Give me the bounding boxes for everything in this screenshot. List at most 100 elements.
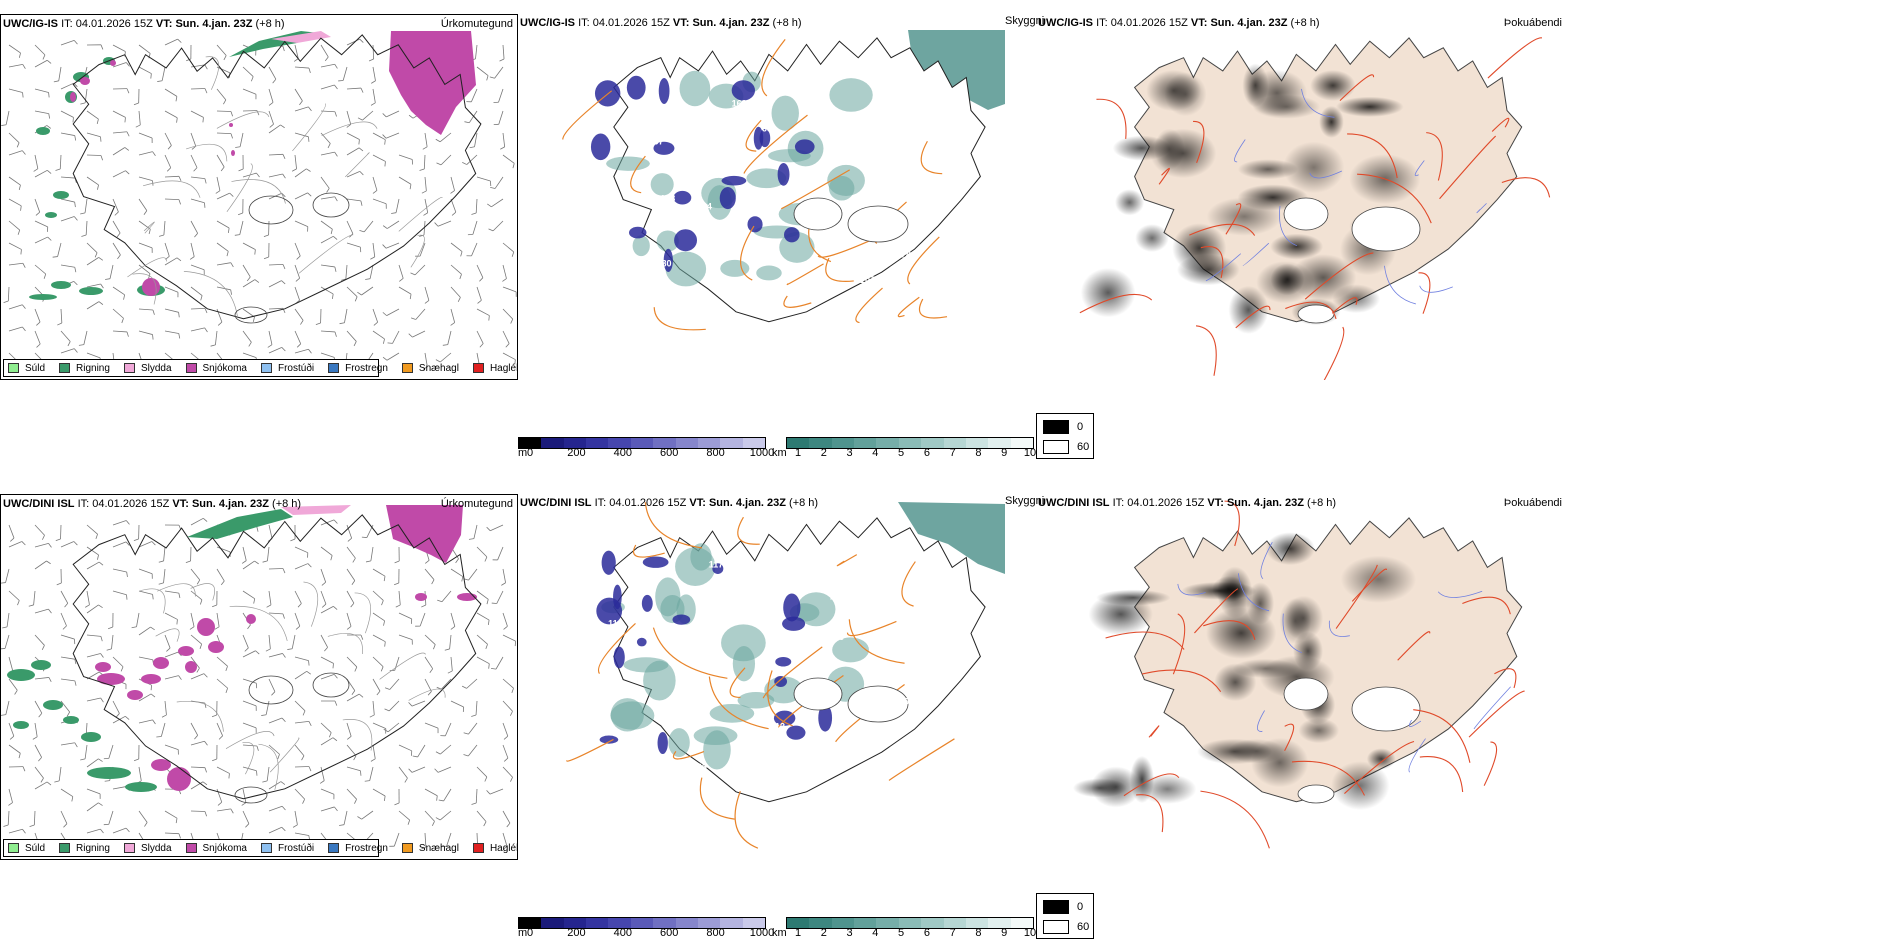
cover-swatch-60 xyxy=(1043,440,1069,454)
panel-parameter-name: Skyggni xyxy=(1005,15,1045,27)
panel-title: UWC/IG-IS IT: 04.01.2026 15Z VT: Sun. 4.… xyxy=(1038,17,1320,29)
colorbar-tick: 9 xyxy=(1001,927,1008,939)
precip-legend-label: Haglél xyxy=(489,842,519,854)
height-ticks: 0 200 400 600 800 1000 xyxy=(518,447,774,461)
cloud-base-label: 178 xyxy=(896,250,911,260)
colorbar-segment xyxy=(630,438,654,448)
precip-legend-item: Slydda xyxy=(123,363,172,374)
precip-legend-item: Frostúði xyxy=(260,362,315,374)
cloud-base-label: 153 xyxy=(876,565,891,575)
vis-ticks: 1 2 3 4 5 6 7 8 9 10 xyxy=(786,447,1036,461)
vt-value: Sun. 4.jan. 23Z xyxy=(175,18,253,30)
colorbar-tick: 7 xyxy=(949,447,956,459)
panel-title: UWC/IG-IS IT: 04.01.2026 15Z VT: Sun. 4.… xyxy=(3,18,285,30)
model-name: UWC/IG-IS xyxy=(1038,17,1093,29)
precip-legend-swatch xyxy=(401,843,413,853)
precip-legend-label: Snjókoma xyxy=(202,362,247,374)
cloud-base-map-dini: 96 77 67 78 412 155 117 129 324 294 94 153 116 65 226 xyxy=(566,502,1005,849)
colorbar-tick: 7 xyxy=(949,927,956,939)
colorbar-tick: 0 xyxy=(526,927,534,939)
precip-legend-item: Frostúði xyxy=(260,843,314,854)
precip-legend-label: Snæhagl xyxy=(418,362,459,374)
cover-legend-ig: 0 60 xyxy=(1036,413,1094,459)
cloud-cover-panel-dini: UWC/DINI ISL IT: 04.01.2026 15Z VT: Sun.… xyxy=(1036,494,1566,860)
panel-parameter-name: Þokuábendi xyxy=(1503,497,1562,509)
precip-legend-swatch xyxy=(328,843,340,853)
cloud-base-label: 116 xyxy=(825,126,840,136)
cloud-base-label: 412 xyxy=(770,721,785,731)
precip-legend-swatch xyxy=(8,843,19,853)
colorbar-segment xyxy=(675,438,698,448)
it-label: IT: xyxy=(578,17,590,29)
cloud-base-label: 117 xyxy=(709,559,724,569)
cloud-base-label: 226 xyxy=(692,762,707,772)
colorbar-tick: 6 xyxy=(923,447,930,459)
precip-legend-item: Súld xyxy=(8,843,45,854)
colorbar-segment xyxy=(697,438,721,448)
it-value: 04.01.2026 15Z xyxy=(1110,17,1188,29)
colorbar-tick: 600 xyxy=(660,447,679,459)
it-value: 04.01.2026 15Z xyxy=(75,18,153,30)
colorbar-segment xyxy=(586,918,609,928)
colorbar-segment xyxy=(563,918,587,928)
colorbar-tick: 5 xyxy=(898,927,905,939)
panel-title: UWC/DINI ISL IT: 04.01.2026 15Z VT: Sun.… xyxy=(520,497,818,509)
colorbar-segment xyxy=(541,438,564,448)
colorbar-segment xyxy=(608,438,631,448)
cover-label-0: 0 xyxy=(1077,421,1084,433)
height-unit: m xyxy=(518,447,528,459)
lead-time: (+8 h) xyxy=(772,17,802,29)
it-value: 04.01.2026 15Z xyxy=(592,17,670,29)
vt-label: VT: xyxy=(155,18,173,30)
vis-colorbar-dini xyxy=(786,917,1034,929)
cover-label-60: 60 xyxy=(1077,441,1090,453)
cloud-cover-panel-ig: UWC/IG-IS IT: 04.01.2026 15Z VT: Sun. 4.… xyxy=(1036,14,1566,380)
colorbar-tick: 600 xyxy=(660,927,679,939)
vt-label: VT: xyxy=(1190,17,1208,29)
precip-type-legend: Súld Rigning Slydda Snjókoma Frostúði Frostre… xyxy=(3,839,518,857)
cloud-cover-map-ig xyxy=(1079,37,1551,380)
colorbar-tick: 1000 xyxy=(749,447,775,459)
colorbar-tick: 1 xyxy=(794,927,802,939)
colorbar-tick: 2 xyxy=(820,447,827,459)
cloud-base-label: 67 xyxy=(771,726,781,736)
colorbar-tick: 6 xyxy=(923,927,930,939)
panel-parameter-name: Þokuábendi xyxy=(1503,17,1562,29)
colorbar-segment xyxy=(943,918,966,928)
precip-legend-label: Súld xyxy=(25,362,46,374)
colorbar-segment xyxy=(898,918,922,928)
precip-legend-swatch xyxy=(260,843,272,853)
precip-legend-swatch xyxy=(59,363,71,373)
colorbar-segment xyxy=(787,438,810,448)
colorbar-segment xyxy=(742,918,765,928)
precip-legend-label: Frostregn xyxy=(345,842,388,854)
precip-legend-item: Snjókoma xyxy=(185,362,247,374)
cloud-base-label: 107 xyxy=(860,275,875,285)
precip-legend-label: Frostúði xyxy=(277,362,315,374)
vis-ticks: 1 2 3 4 5 6 7 8 9 10 xyxy=(786,927,1036,941)
colorbar-segment xyxy=(876,438,899,448)
precip-legend-swatch xyxy=(401,363,413,373)
precip-type-map-dini xyxy=(1,505,516,850)
colorbar-segment xyxy=(720,918,743,928)
cloud-base-label: 77 xyxy=(849,773,859,783)
precip-legend-label: Slydda xyxy=(140,842,172,854)
cloud-base-label: 89 xyxy=(629,110,639,120)
colorbar-tick: 9 xyxy=(1001,447,1008,459)
it-label: IT: xyxy=(1112,497,1125,509)
panel-title: UWC/IG-IS IT: 04.01.2026 15Z VT: Sun. 4.… xyxy=(520,17,802,29)
colorbar-tick: 1000 xyxy=(749,927,775,939)
colorbar-tick: 3 xyxy=(846,447,853,459)
precip-legend-item: Slydda xyxy=(123,842,172,854)
cloud-base-map-ig: 919 128 99 89 178 957 80 84 78 69 116 107 180 162 xyxy=(562,30,1005,331)
vt-value: Sun. 4.jan. 23Z xyxy=(191,498,269,510)
cloud-base-label: 65 xyxy=(834,632,844,642)
colorbar-tick: 8 xyxy=(975,447,982,459)
it-label: IT: xyxy=(594,497,607,509)
cloud-base-label: 294 xyxy=(873,641,888,651)
colorbar-segment xyxy=(854,918,877,928)
colorbar-segment xyxy=(787,918,810,928)
it-label: IT: xyxy=(1096,17,1108,29)
model-name: UWC/DINI ISL xyxy=(3,498,75,510)
cover-label-0: 0 xyxy=(1077,901,1084,913)
